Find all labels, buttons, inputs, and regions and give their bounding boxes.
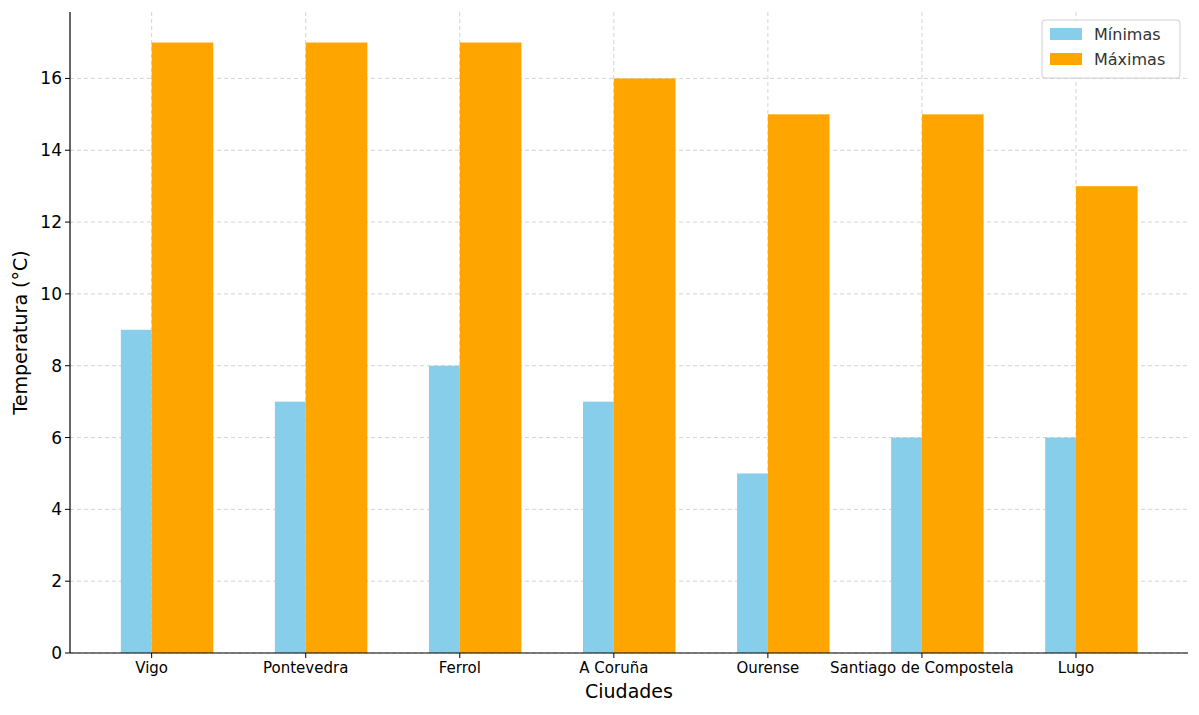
y-tick — [65, 78, 70, 79]
y-tick — [65, 581, 70, 582]
x-tick — [151, 653, 152, 658]
legend-label: Mínimas — [1094, 25, 1161, 44]
x-tick — [767, 653, 768, 658]
bar — [306, 43, 368, 653]
x-tick-label: Pontevedra — [263, 659, 348, 677]
x-tick — [921, 653, 922, 658]
y-tick — [65, 365, 70, 366]
bar — [768, 114, 830, 653]
y-axis-line — [69, 12, 70, 653]
legend-swatch — [1050, 28, 1082, 40]
bar — [460, 43, 522, 653]
x-tick-label: Vigo — [135, 659, 168, 677]
chart: 0 2 4 6 8 10 12 14 16 Vigo Pontevedra Ferrol A Coruñ… — [0, 0, 1199, 715]
y-tick-label: 6 — [51, 428, 62, 448]
legend-swatch — [1050, 53, 1082, 65]
chart-container: 0 2 4 6 8 10 12 14 16 Vigo Pontevedra Ferrol A Coruñ… — [0, 0, 1199, 715]
y-tick-label: 4 — [51, 499, 62, 519]
y-axis-label: Temperatura (°C) — [9, 250, 31, 415]
x-tick — [1075, 653, 1076, 658]
grid-line-y — [70, 653, 1188, 654]
bar — [583, 402, 614, 653]
y-tick-label: 2 — [51, 571, 62, 591]
x-axis-label: Ciudades — [585, 680, 673, 702]
y-tick — [65, 653, 70, 654]
y-tick-label: 10 — [40, 284, 62, 304]
bars — [121, 43, 1138, 653]
legend-box — [1042, 20, 1180, 78]
bar — [1045, 438, 1076, 653]
bar — [1076, 186, 1138, 653]
y-tick-label: 8 — [51, 356, 62, 376]
bar — [152, 43, 214, 653]
bar — [922, 114, 984, 653]
x-tick-label: Lugo — [1058, 659, 1094, 677]
bar — [275, 402, 306, 653]
y-tick — [65, 293, 70, 294]
x-tick — [613, 653, 614, 658]
axes: 0 2 4 6 8 10 12 14 16 Vigo Pontevedra Ferrol A Coruñ… — [40, 12, 1188, 677]
y-tick — [65, 509, 70, 510]
bar — [121, 330, 152, 653]
bar — [891, 438, 922, 653]
bar — [429, 366, 460, 653]
bar — [737, 473, 768, 653]
legend: Mínimas Máximas — [1042, 20, 1180, 78]
x-tick-label: A Coruña — [579, 659, 648, 677]
x-tick-label: Santiago de Compostela — [830, 659, 1014, 677]
y-tick-label: 12 — [40, 212, 62, 232]
x-tick — [459, 653, 460, 658]
y-tick-label: 0 — [51, 643, 62, 663]
bar — [614, 78, 676, 653]
x-tick — [305, 653, 306, 658]
y-tick-label: 14 — [40, 140, 62, 160]
y-tick-label: 16 — [40, 68, 62, 88]
x-tick-label: Ourense — [736, 659, 799, 677]
y-tick — [65, 222, 70, 223]
x-tick-label: Ferrol — [439, 659, 481, 677]
x-axis-line — [70, 652, 1188, 653]
legend-label: Máximas — [1094, 50, 1165, 69]
y-tick — [65, 150, 70, 151]
grid — [70, 12, 1188, 653]
y-tick — [65, 437, 70, 438]
